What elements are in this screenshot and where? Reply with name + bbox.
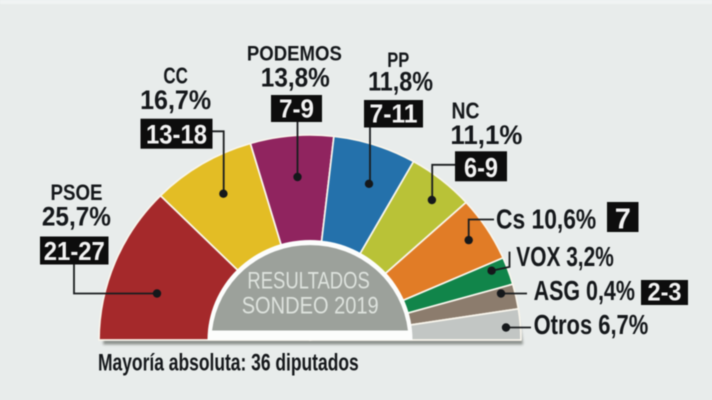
svg-text:13,8%: 13,8%	[261, 62, 330, 92]
svg-text:Mayoría absoluta: 36 diputados: Mayoría absoluta: 36 diputados	[98, 350, 359, 377]
svg-text:Cs 10,6%: Cs 10,6%	[496, 203, 596, 234]
svg-text:7: 7	[615, 203, 631, 235]
svg-text:PSOE: PSOE	[51, 180, 103, 205]
svg-text:NC: NC	[452, 98, 480, 124]
svg-text:21-27: 21-27	[44, 236, 105, 266]
svg-text:RESULTADOS: RESULTADOS	[247, 268, 369, 295]
svg-text:Otros 6,7%: Otros 6,7%	[534, 309, 649, 340]
svg-text:2-3: 2-3	[648, 279, 682, 307]
svg-text:6-9: 6-9	[464, 152, 498, 183]
svg-text:SONDEO 2019: SONDEO 2019	[242, 292, 379, 319]
svg-text:PODEMOS: PODEMOS	[247, 42, 342, 65]
svg-text:13-18: 13-18	[146, 120, 207, 150]
svg-text:VOX 3,2%: VOX 3,2%	[516, 241, 614, 272]
svg-text:11,8%: 11,8%	[368, 67, 433, 97]
svg-text:16,7%: 16,7%	[140, 85, 211, 115]
svg-text:ASG 0,4%: ASG 0,4%	[534, 275, 635, 306]
svg-text:7-11: 7-11	[370, 98, 418, 128]
svg-text:25,7%: 25,7%	[42, 202, 111, 232]
svg-text:7-9: 7-9	[279, 94, 314, 124]
svg-text:CC: CC	[163, 63, 188, 89]
svg-text:PP: PP	[387, 49, 409, 72]
svg-text:11,1%: 11,1%	[450, 120, 522, 150]
